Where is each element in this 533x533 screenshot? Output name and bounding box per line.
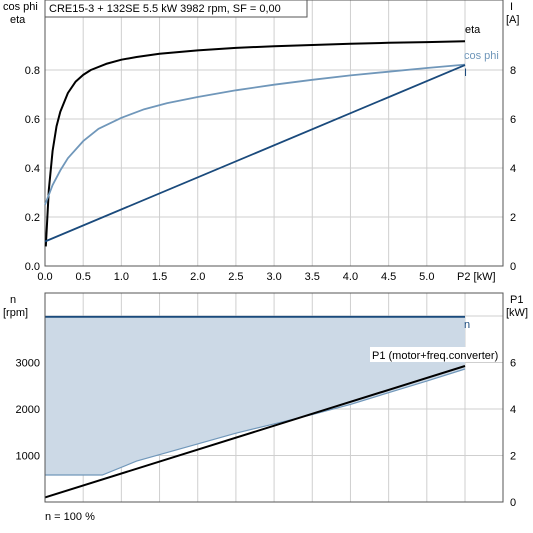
title-box <box>44 0 308 18</box>
bottom-y-right-tick-label: 2 <box>510 451 516 463</box>
current-curve <box>44 64 466 243</box>
bottom-series <box>44 315 466 499</box>
bottom-y-right-label-p1: P1 <box>510 294 523 306</box>
series-label-n: n <box>464 319 470 331</box>
y-left-tick-label: 0.4 <box>25 163 40 175</box>
y-left-tick-label: 0.8 <box>25 65 40 77</box>
y-left-label-cos-phi: cos phi <box>3 1 38 13</box>
y-right-tick-label: 2 <box>510 212 516 224</box>
y-right-tick-label: 4 <box>510 163 516 175</box>
top-y-left-ticks: 0.0 0.2 0.4 0.6 0.8 <box>25 65 40 273</box>
y-left-label-eta: eta <box>10 14 26 26</box>
bottom-y-left-tick-label: 2000 <box>16 404 40 416</box>
footer-speed-note: n = 100 % <box>45 511 95 523</box>
y-left-tick-label: 0.6 <box>25 114 40 126</box>
x-tick-label: 0.0 <box>37 271 52 283</box>
p1-curve <box>44 365 466 499</box>
y-right-label-i: I <box>510 1 513 13</box>
bottom-y-left-tick-label: 1000 <box>16 451 40 463</box>
bottom-y-right-tick-label: 6 <box>510 358 516 370</box>
min-speed-boundary <box>45 368 466 476</box>
bottom-y-right-label-kw: [kW] <box>506 307 528 319</box>
x-tick-label: 2.0 <box>190 271 205 283</box>
series-label-i: I <box>464 67 467 79</box>
x-tick-label: 4.5 <box>381 271 396 283</box>
bottom-y-left-label-n: n <box>10 294 16 306</box>
bottom-y-left-ticks: 1000 2000 3000 <box>16 358 40 463</box>
bottom-plot-frame <box>44 292 504 503</box>
x-tick-label: 5.0 <box>419 271 434 283</box>
top-x-ticks: 0.0 0.5 1.0 1.5 2.0 2.5 3.0 3.5 4.0 4.5 5.0 <box>37 271 434 283</box>
x-axis-label: P2 [kW] <box>457 271 496 283</box>
bottom-y-left-tick-label: 3000 <box>16 358 40 370</box>
bottom-y-right-ticks: 0 2 4 6 <box>510 358 516 510</box>
x-tick-label: 1.0 <box>114 271 129 283</box>
y-right-tick-label: 8 <box>510 65 516 77</box>
bottom-y-right-tick-label: 0 <box>510 497 516 509</box>
y-left-tick-label: 0.0 <box>25 261 40 273</box>
y-right-tick-label: 6 <box>510 114 516 126</box>
x-tick-label: 2.5 <box>228 271 243 283</box>
y-right-tick-label: 0 <box>510 261 516 273</box>
operating-area-fill <box>45 316 465 475</box>
chart-title: CRE15-3 + 132SE 5.5 kW 3982 rpm, SF = 0,… <box>49 3 281 15</box>
x-tick-label: 3.0 <box>266 271 281 283</box>
cos-phi-curve <box>44 63 466 206</box>
top-y-right-ticks: 0 2 4 6 8 <box>510 65 516 273</box>
x-tick-label: 1.5 <box>152 271 167 283</box>
y-right-label-a-unit: [A] <box>506 14 519 26</box>
eta-curve <box>44 40 466 247</box>
top-plot: 0.0 0.5 1.0 1.5 2.0 2.5 3.0 3.5 4.0 4.5 5.0 0.0 0.2… <box>3 0 519 283</box>
x-tick-label: 0.5 <box>76 271 91 283</box>
bottom-plot: 1000 2000 3000 0 2 4 6 n [rpm] P1 [kW] n P1 (… <box>3 292 528 523</box>
x-tick-label: 4.0 <box>343 271 358 283</box>
series-label-eta: eta <box>465 24 481 36</box>
bottom-y-left-label-rpm: [rpm] <box>3 307 28 319</box>
y-left-tick-label: 0.2 <box>25 212 40 224</box>
top-plot-frame <box>44 0 504 267</box>
x-tick-label: 3.5 <box>305 271 320 283</box>
bottom-y-right-tick-label: 4 <box>510 404 516 416</box>
series-label-p1: P1 (motor+freq.converter) <box>372 350 498 362</box>
p1-label-background <box>370 347 502 362</box>
series-label-cos-phi: cos phi <box>464 50 499 62</box>
top-series <box>44 40 466 247</box>
